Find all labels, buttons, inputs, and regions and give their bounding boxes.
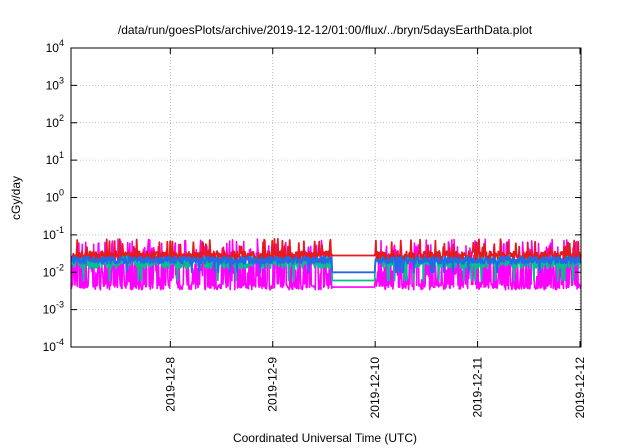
y-tick-label: 103 xyxy=(46,75,64,92)
y-tick-label: 10-2 xyxy=(43,262,64,279)
series-line xyxy=(70,255,582,274)
x-tick-label: 2019-12-11 xyxy=(471,357,485,418)
y-tick-label: 104 xyxy=(46,38,64,55)
y-tick-label: 102 xyxy=(46,113,64,130)
grid xyxy=(71,48,581,347)
y-tick-label: 10-1 xyxy=(43,225,64,242)
series-line xyxy=(70,237,582,261)
x-axis: 2019-12-8 2019-12-9 2019-12-10 2019-12-11 20… xyxy=(163,48,587,418)
y-tick-label: 10-4 xyxy=(43,337,64,354)
chart-title: /data/run/goesPlots/archive/2019-12-12/0… xyxy=(118,23,533,37)
y-tick-label: 101 xyxy=(46,150,64,167)
series-group xyxy=(70,237,582,291)
x-tick-label: 2019-12-10 xyxy=(368,357,382,419)
x-tick-label: 2019-12-8 xyxy=(163,357,177,412)
y-axis: 10-4 10-3 10-2 10-1 100 101 102 103 104 xyxy=(43,38,581,354)
y-tick-label: 10-3 xyxy=(43,300,64,317)
x-axis-label: Coordinated Universal Time (UTC) xyxy=(233,431,417,445)
y-axis-label: cGy/day xyxy=(9,176,23,220)
y-tick-label: 100 xyxy=(46,188,64,205)
x-tick-label: 2019-12-9 xyxy=(266,357,280,412)
x-tick-label: 2019-12-12 xyxy=(573,357,587,419)
